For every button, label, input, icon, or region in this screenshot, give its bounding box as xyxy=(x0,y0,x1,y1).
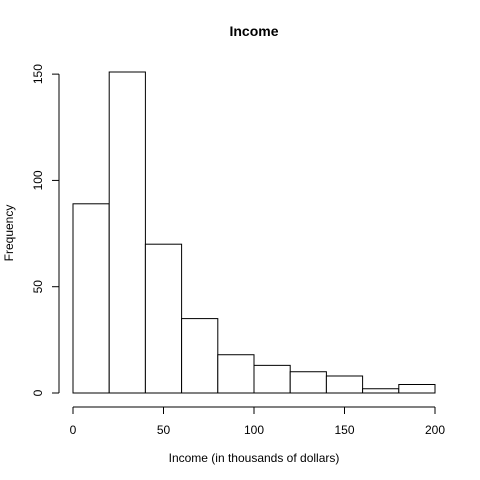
x-tick-label: 50 xyxy=(157,423,171,437)
histogram-bar xyxy=(72,203,110,394)
histogram-bar xyxy=(181,318,219,394)
histogram-bar xyxy=(144,243,183,394)
x-tick-label: 200 xyxy=(425,423,445,437)
y-tick-label: 0 xyxy=(31,389,45,396)
histogram-bar xyxy=(289,371,327,394)
x-axis-label: Income (in thousands of dollars) xyxy=(169,451,340,465)
y-axis: 0 50 100 150 xyxy=(31,64,60,396)
y-tick-label: 100 xyxy=(31,170,45,190)
x-axis: 0 50 100 150 200 xyxy=(70,406,445,437)
histogram-bar xyxy=(217,354,255,394)
histogram-bar xyxy=(362,388,400,394)
x-tick-label: 150 xyxy=(334,423,354,437)
x-tick-label: 0 xyxy=(70,423,77,437)
bars-group xyxy=(72,71,436,394)
histogram-bar xyxy=(253,364,291,394)
histogram-bar xyxy=(325,375,364,394)
chart-title: Income xyxy=(229,23,278,39)
histogram-bar xyxy=(108,71,146,394)
y-tick-label: 150 xyxy=(31,64,45,84)
histogram-bar xyxy=(398,383,436,394)
y-axis-label: Frequency xyxy=(2,205,16,262)
x-tick-label: 100 xyxy=(244,423,264,437)
y-tick-label: 50 xyxy=(31,280,45,294)
